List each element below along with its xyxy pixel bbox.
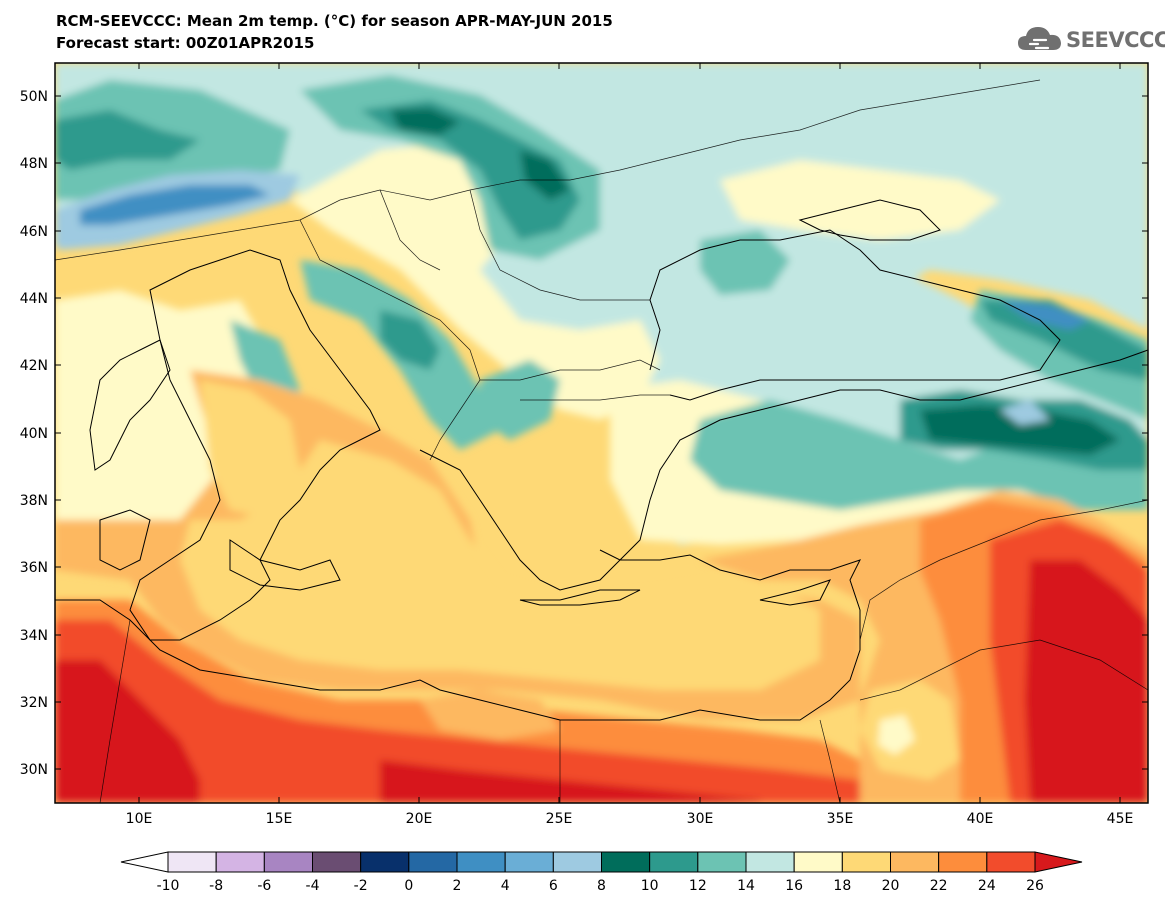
colorbar-label: 22 xyxy=(930,878,948,894)
colorbar-label: -2 xyxy=(354,878,368,894)
colorbar-over-arrow xyxy=(1034,851,1083,873)
colorbar-swatch xyxy=(890,851,940,873)
colorbar-label: 14 xyxy=(737,878,755,894)
colorbar-boxes xyxy=(167,851,1036,873)
colorbar-under-arrow xyxy=(120,851,169,873)
country-borders xyxy=(55,79,1148,803)
colorbar-label: 4 xyxy=(501,878,510,894)
lat-label: 48N xyxy=(20,156,48,172)
lon-label: 35E xyxy=(827,811,854,827)
colorbar-label: 18 xyxy=(833,878,851,894)
lat-label: 40N xyxy=(20,426,48,442)
lat-label: 30N xyxy=(20,762,48,778)
lat-label: 44N xyxy=(20,291,48,307)
map-title: RCM-SEEVCCC: Mean 2m temp. (°C) for seas… xyxy=(56,12,613,30)
seevccc-logo: SEEVCCC xyxy=(1016,22,1165,56)
colorbar-label: 2 xyxy=(453,878,462,894)
colorbar-label: -4 xyxy=(306,878,320,894)
latitude-axis: 30N 32N 34N 36N 38N 40N 42N 44N 46N 48N … xyxy=(20,89,1148,778)
colorbar-label: -6 xyxy=(257,878,271,894)
cloud-icon xyxy=(1018,27,1061,50)
lon-label: 30E xyxy=(687,811,714,827)
temperature-field xyxy=(55,63,1148,803)
lat-label: 32N xyxy=(20,695,48,711)
lat-label: 38N xyxy=(20,493,48,509)
colorbar-label: 0 xyxy=(404,878,413,894)
lat-label: 36N xyxy=(20,560,48,576)
colorbar-label: -8 xyxy=(209,878,223,894)
coastlines xyxy=(55,199,1148,721)
lat-label: 50N xyxy=(20,89,48,105)
lon-label: 25E xyxy=(546,811,573,827)
colorbar-swatch xyxy=(649,851,699,873)
colorbar-labels: -10 -8 -6 -4 -2 0 2 4 6 8 10 12 14 16 18 20 22 24 26 xyxy=(157,878,1044,894)
longitude-axis: 10E 15E 20E 25E 30E 35E 40E 45E xyxy=(126,63,1134,827)
colorbar-swatch xyxy=(504,851,554,873)
lat-label: 34N xyxy=(20,628,48,644)
lat-label: 46N xyxy=(20,224,48,240)
colorbar-swatch xyxy=(360,851,410,873)
lon-label: 10E xyxy=(126,811,153,827)
colorbar-label: 16 xyxy=(785,878,803,894)
colorbar-swatch xyxy=(697,851,747,873)
colorbar-swatch xyxy=(986,851,1036,873)
lat-label: 42N xyxy=(20,358,48,374)
colorbar-label: 12 xyxy=(689,878,707,894)
colorbar-swatch xyxy=(745,851,795,873)
colorbar-swatch xyxy=(841,851,891,873)
colorbar: -10 -8 -6 -4 -2 0 2 4 6 8 10 12 14 16 18 20 22 24 26 xyxy=(120,851,1083,894)
colorbar-label: 6 xyxy=(549,878,558,894)
lon-label: 40E xyxy=(967,811,994,827)
colorbar-label: 24 xyxy=(978,878,996,894)
colorbar-swatch xyxy=(793,851,843,873)
colorbar-swatch xyxy=(167,851,217,873)
forecast-start-label: Forecast start: 00Z01APR2015 xyxy=(56,34,315,52)
logo-text: SEEVCCC xyxy=(1066,28,1165,52)
colorbar-label: 8 xyxy=(597,878,606,894)
colorbar-swatch xyxy=(601,851,651,873)
colorbar-swatch xyxy=(408,851,458,873)
colorbar-swatch xyxy=(456,851,506,873)
colorbar-label: 10 xyxy=(641,878,659,894)
lon-label: 45E xyxy=(1107,811,1134,827)
colorbar-swatch xyxy=(312,851,362,873)
colorbar-swatch xyxy=(938,851,988,873)
colorbar-swatch xyxy=(263,851,314,873)
colorbar-label: 20 xyxy=(882,878,900,894)
colorbar-swatch xyxy=(215,851,265,873)
colorbar-swatch xyxy=(552,851,602,873)
colorbar-label: 26 xyxy=(1026,878,1044,894)
lon-label: 20E xyxy=(406,811,433,827)
colorbar-label: -10 xyxy=(157,878,180,894)
lon-label: 15E xyxy=(266,811,293,827)
